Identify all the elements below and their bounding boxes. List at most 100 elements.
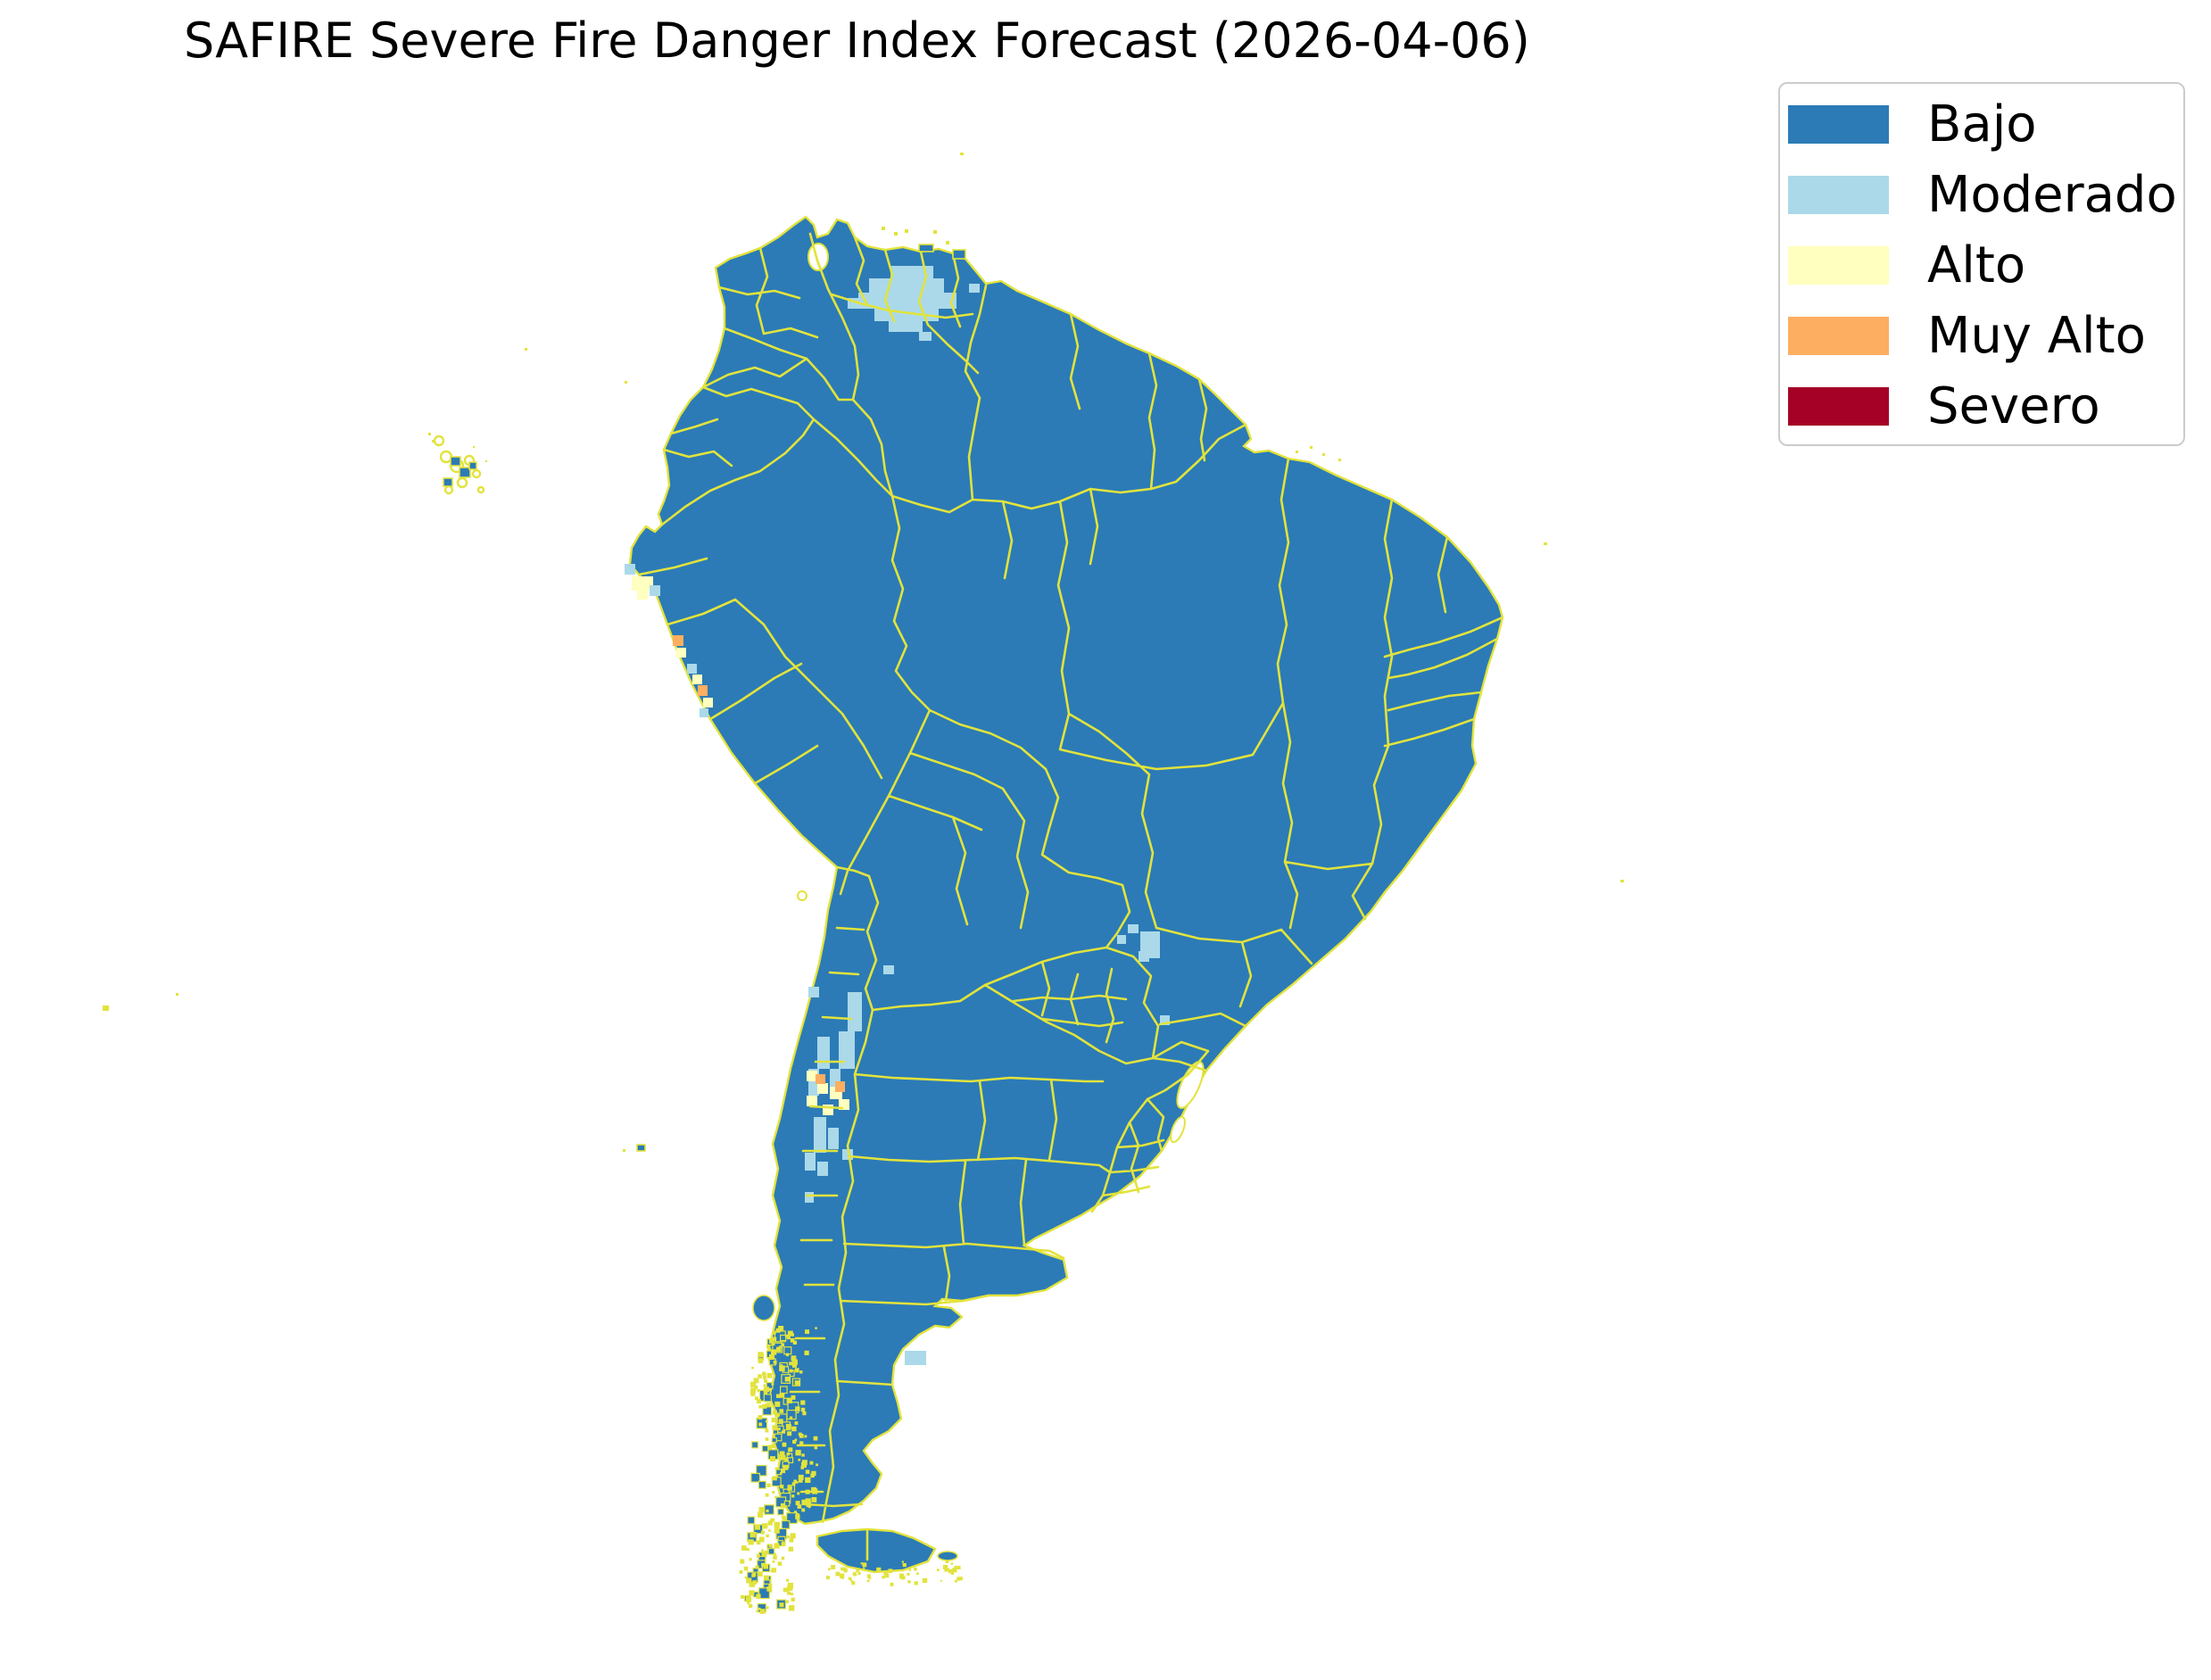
caribbean-island-speck: [946, 241, 949, 244]
fjord-speck: [798, 1458, 801, 1461]
lake-titicaca: [797, 890, 807, 901]
fjord-speck: [779, 1409, 784, 1413]
fjord-speck: [787, 1535, 790, 1539]
easter-island: [103, 1006, 109, 1011]
lake-maracaibo: [807, 243, 829, 271]
fernando-de-noronha: [1544, 542, 1547, 545]
fjord-speck: [776, 1346, 782, 1353]
amazon-delta-islet: [1296, 451, 1298, 453]
fjord-speck: [774, 1412, 780, 1418]
fjord-speck: [800, 1400, 806, 1405]
tdf-coast-speck: [902, 1562, 907, 1568]
fjord-islet: [751, 1441, 759, 1449]
fjord-speck: [804, 1435, 807, 1438]
fjord-speck: [795, 1480, 799, 1484]
fjord-speck: [799, 1441, 804, 1445]
fjord-speck: [758, 1422, 763, 1427]
tdf-coast-speck: [848, 1577, 852, 1580]
risk-cell-moderado: [687, 664, 697, 674]
fjord-speck: [794, 1438, 798, 1442]
fjord-speck: [770, 1518, 774, 1523]
fjord-speck: [758, 1374, 762, 1378]
fjord-speck: [773, 1331, 776, 1335]
risk-cell-moderado: [817, 1162, 828, 1176]
tdf-coast-speck: [947, 1568, 949, 1570]
fjord-speck: [774, 1543, 780, 1549]
fjord-speck: [782, 1442, 787, 1447]
fjord-speck: [765, 1428, 769, 1433]
fjord-speck: [811, 1497, 817, 1502]
fjord-speck: [786, 1588, 790, 1592]
legend-label-severo: Severo: [1927, 377, 2100, 435]
fjord-speck: [789, 1361, 793, 1366]
tdf-coast-speck: [956, 1577, 961, 1581]
fjord-speck: [801, 1508, 806, 1512]
fjord-speck: [785, 1423, 791, 1429]
fjord-speck: [763, 1390, 768, 1394]
fjord-islet: [758, 1587, 770, 1600]
fjord-islet: [750, 1472, 761, 1483]
fjord-speck: [740, 1559, 745, 1564]
fjord-speck: [795, 1450, 801, 1456]
tdf-coast-speck: [825, 1576, 830, 1580]
offshore-speck: [623, 1149, 625, 1152]
risk-cell-muy_alto: [698, 685, 708, 696]
fjord-speck: [756, 1610, 759, 1613]
fjord-speck: [743, 1566, 749, 1571]
tdf-coast-speck: [907, 1572, 910, 1577]
fjord-speck: [780, 1469, 786, 1474]
tdf-coast-speck: [882, 1576, 885, 1579]
fjord-speck: [805, 1477, 811, 1484]
tdf-coast-speck: [835, 1571, 841, 1577]
fjord-speck: [783, 1517, 787, 1521]
fjord-speck: [767, 1444, 773, 1450]
fjord-speck: [759, 1609, 766, 1614]
fjord-islet: [761, 1444, 769, 1452]
tdf-coast-speck: [916, 1572, 919, 1576]
risk-cell-alto: [807, 1071, 817, 1081]
trindade-island: [1620, 880, 1624, 882]
fjord-speck: [766, 1372, 773, 1378]
islands: [103, 153, 1624, 1152]
risk-cell-moderado: [805, 1153, 816, 1171]
fjord-speck: [774, 1527, 780, 1534]
fjord-islet: [783, 1346, 792, 1355]
caribbean-island-speck: [960, 153, 964, 155]
tdf-coast-speck: [831, 1564, 836, 1569]
fjord-speck: [788, 1605, 795, 1611]
fjord-speck: [748, 1539, 754, 1545]
tdf-coast-speck: [888, 1568, 893, 1574]
fjord-speck: [762, 1403, 767, 1409]
risk-cell-moderado: [839, 1031, 855, 1069]
tdf-coast-speck: [849, 1579, 853, 1582]
tdf-coast-speck: [914, 1581, 918, 1585]
fjord-speck: [739, 1570, 743, 1574]
fjord-speck: [785, 1578, 790, 1582]
fjord-speck: [771, 1383, 774, 1386]
fjord-speck: [749, 1558, 752, 1561]
fjord-speck: [758, 1358, 764, 1363]
fjord-speck: [774, 1401, 781, 1407]
fjord-speck: [781, 1343, 785, 1347]
fjord-speck: [791, 1333, 794, 1337]
legend-item-bajo: Bajo: [1788, 89, 2183, 160]
fjord-speck: [801, 1453, 805, 1457]
risk-cell-moderado: [858, 293, 956, 309]
fjord-speck: [754, 1524, 760, 1530]
fjord-islet: [766, 1381, 774, 1389]
fjord-islet: [758, 1480, 766, 1489]
tdf-coast-speck: [922, 1577, 928, 1584]
legend-swatch-moderado: [1788, 176, 1889, 214]
fjord-speck: [779, 1365, 785, 1371]
fjord-speck: [805, 1469, 810, 1474]
fjord-speck: [798, 1478, 803, 1483]
fjord-speck: [746, 1577, 752, 1584]
risk-cell-moderado: [805, 1192, 814, 1203]
tdf-coast-speck: [860, 1562, 863, 1565]
risk-cell-moderado: [890, 266, 933, 278]
fjord-speck: [809, 1461, 814, 1465]
fjord-speck: [781, 1542, 786, 1547]
risk-cell-moderado: [848, 992, 862, 1031]
risk-cell-moderado: [1139, 951, 1149, 962]
fjord-speck: [779, 1345, 782, 1348]
